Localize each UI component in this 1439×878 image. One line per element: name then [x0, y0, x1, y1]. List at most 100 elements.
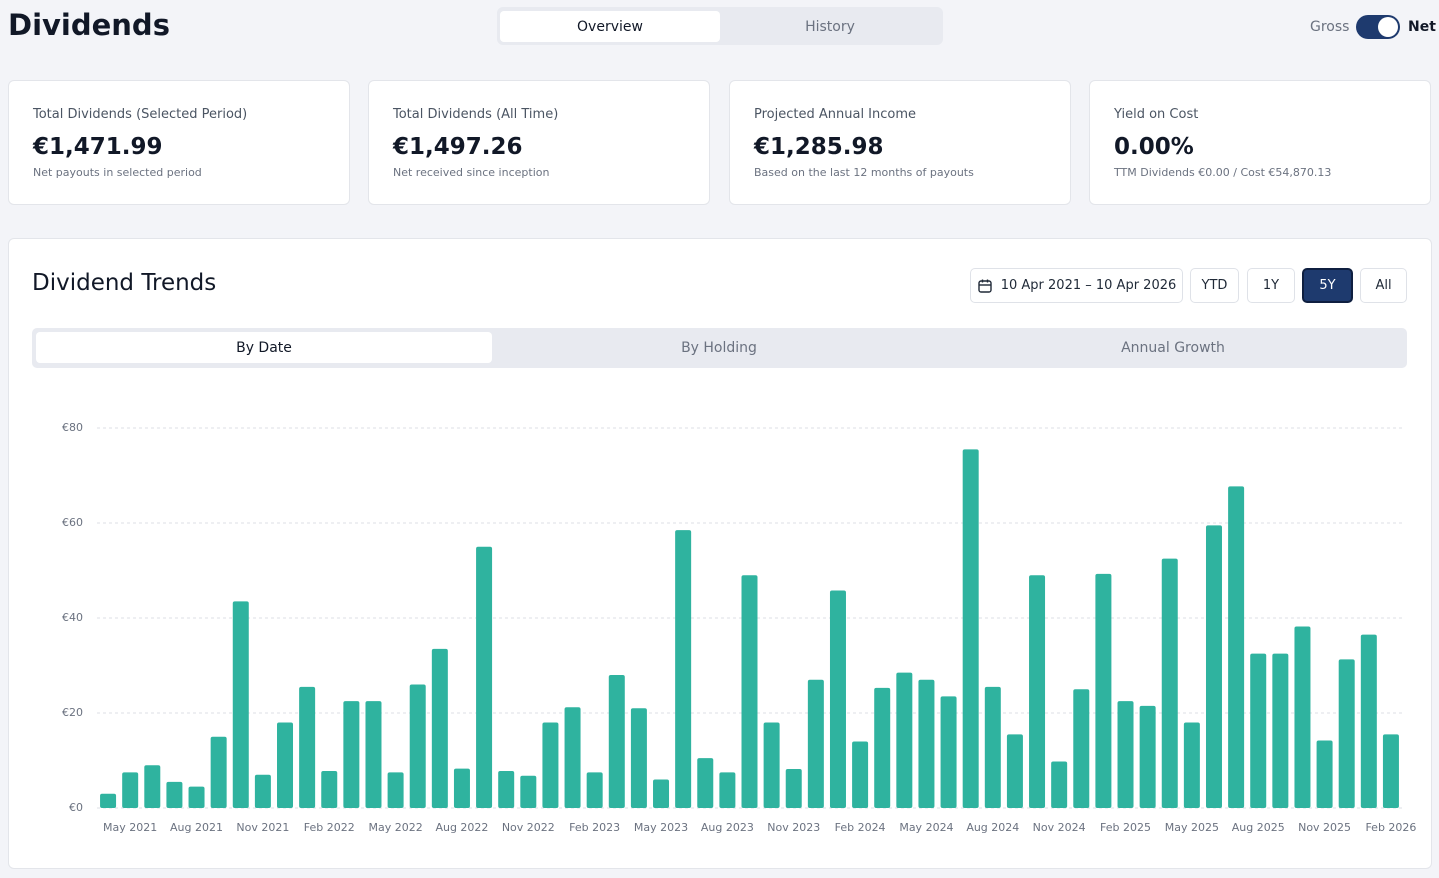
x-tick-label: Aug 2025 — [1232, 821, 1285, 834]
bar — [1161, 558, 1178, 808]
bar — [409, 684, 426, 808]
stat-card: Yield on Cost 0.00% TTM Dividends €0.00 / … — [1089, 80, 1431, 205]
bar — [1073, 689, 1090, 808]
stat-card: Total Dividends (All Time) €1,497.26 Net r… — [368, 80, 710, 205]
card-note: TTM Dividends €0.00 / Cost €54,870.13 — [1114, 166, 1332, 179]
bar — [144, 765, 161, 808]
bar — [210, 736, 227, 808]
bar — [1095, 573, 1112, 808]
toggle-off-label: Gross — [1310, 19, 1350, 35]
bar — [719, 772, 736, 808]
bar — [785, 769, 802, 808]
bar — [498, 770, 515, 808]
bar — [100, 793, 117, 808]
bar — [1228, 486, 1245, 808]
bar — [254, 774, 271, 808]
bar — [829, 590, 846, 808]
bar — [1117, 701, 1134, 808]
bar — [277, 722, 294, 808]
y-tick-label: €40 — [62, 611, 83, 624]
bar — [299, 686, 316, 808]
tab-group: Overview History — [497, 7, 943, 45]
x-tick-label: May 2025 — [1165, 821, 1219, 834]
bar — [1205, 525, 1222, 808]
y-tick-label: €80 — [62, 421, 83, 434]
toggle[interactable] — [1356, 15, 1400, 39]
card-label: Projected Annual Income — [754, 107, 917, 122]
toggle-on-label: Net — [1408, 19, 1436, 35]
sub-tab-group: By Date By Holding Annual Growth — [32, 328, 1407, 368]
bar — [896, 672, 913, 808]
bar — [741, 575, 758, 808]
bar — [1360, 634, 1377, 808]
tab-history[interactable]: History — [805, 18, 855, 35]
bar — [630, 708, 647, 808]
chart: €0 €20 €40 €60 €80 May 2021 Aug 2021 Nov 2021 Fe… — [62, 421, 1416, 834]
range-button[interactable]: 1Y — [1247, 268, 1295, 303]
sub-tab[interactable]: Annual Growth — [1121, 339, 1225, 356]
bar — [1183, 722, 1200, 808]
bar — [1338, 659, 1355, 808]
x-tick-label: Feb 2022 — [304, 821, 355, 834]
bar — [542, 722, 559, 808]
x-tick-label: May 2024 — [899, 821, 953, 834]
bar — [697, 758, 714, 808]
bar — [852, 741, 869, 808]
x-tick-label: Aug 2021 — [170, 821, 223, 834]
bar — [343, 701, 360, 808]
tab-overview[interactable]: Overview — [500, 11, 720, 42]
card-value: 0.00% — [1114, 134, 1194, 160]
x-tick-label: Nov 2023 — [767, 821, 820, 834]
section-title: Dividend Trends — [32, 270, 217, 296]
card-value: €1,497.26 — [393, 134, 523, 160]
range-button[interactable]: All — [1360, 268, 1407, 303]
card-label: Total Dividends (Selected Period) — [33, 107, 248, 122]
x-tick-label: May 2023 — [634, 821, 688, 834]
x-tick-label: May 2022 — [368, 821, 422, 834]
bar — [1006, 734, 1023, 808]
bar — [1250, 653, 1267, 808]
x-tick-label: Feb 2025 — [1100, 821, 1151, 834]
card-label: Yield on Cost — [1114, 107, 1199, 122]
date-range-button[interactable]: 10 Apr 2021 – 10 Apr 2026 — [970, 268, 1183, 303]
x-tick-label: Aug 2023 — [701, 821, 754, 834]
bar — [1272, 653, 1289, 808]
toggle-knob — [1378, 17, 1398, 37]
x-tick-label: Aug 2022 — [435, 821, 488, 834]
bar — [232, 601, 249, 808]
card-note: Net received since inception — [393, 166, 550, 179]
x-tick-label: Feb 2023 — [569, 821, 620, 834]
range-button-active[interactable]: 5Y — [1302, 268, 1353, 303]
bar — [431, 648, 448, 808]
date-range-text: 10 Apr 2021 – 10 Apr 2026 — [1000, 278, 1177, 293]
sub-tab-active[interactable]: By Date — [36, 332, 492, 363]
bar — [586, 772, 603, 808]
bar — [387, 772, 404, 808]
bar — [520, 775, 537, 808]
y-tick-label: €60 — [62, 516, 83, 529]
card-label: Total Dividends (All Time) — [393, 107, 559, 122]
card-note: Net payouts in selected period — [33, 166, 202, 179]
bar — [1051, 761, 1068, 808]
range-button[interactable]: YTD — [1190, 268, 1239, 303]
bar — [166, 781, 183, 808]
bar — [1294, 626, 1311, 808]
card-note: Based on the last 12 months of payouts — [754, 166, 974, 179]
page-title: Dividends — [8, 8, 170, 42]
bar — [653, 779, 670, 808]
x-tick-label: Nov 2024 — [1033, 821, 1086, 834]
bar — [763, 722, 780, 808]
bar — [1139, 705, 1156, 808]
bar — [962, 449, 979, 808]
bar — [807, 679, 824, 808]
bar — [608, 675, 625, 808]
x-tick-label: May 2021 — [103, 821, 157, 834]
bar — [453, 768, 470, 808]
sub-tab[interactable]: By Holding — [681, 339, 757, 356]
stat-card: Total Dividends (Selected Period) €1,471.… — [8, 80, 350, 205]
bar — [365, 701, 382, 808]
card-value: €1,471.99 — [33, 134, 163, 160]
bar — [122, 772, 139, 808]
bar — [918, 679, 935, 808]
bar — [984, 686, 1001, 808]
